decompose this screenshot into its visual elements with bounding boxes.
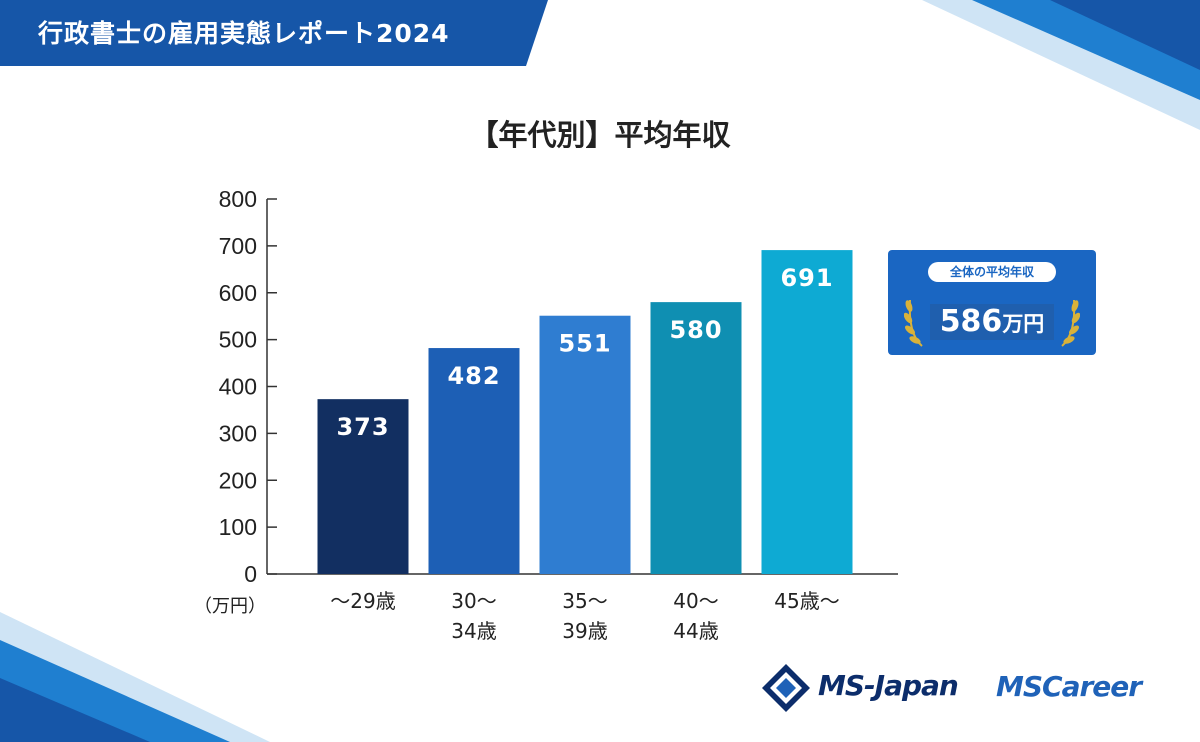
x-category-label: 35～ (562, 589, 607, 613)
x-category-label: 34歳 (451, 619, 496, 643)
laurel-right-icon (1061, 299, 1080, 347)
bar (428, 348, 520, 574)
y-tick-label: 200 (219, 467, 257, 493)
bar (761, 250, 853, 574)
bar-value-label: 373 (336, 413, 389, 441)
y-tick-label: 0 (244, 561, 257, 587)
y-tick-label: 400 (219, 374, 257, 400)
bar-value-label: 580 (669, 316, 722, 344)
bar (539, 315, 631, 574)
x-category-label: 40～ (673, 589, 718, 613)
x-category-label: ～29歳 (330, 589, 395, 613)
ms-career-logo: MSCareer (996, 670, 1142, 703)
bar (317, 399, 409, 574)
header-banner (0, 0, 548, 66)
x-category-label: 30～ (451, 589, 496, 613)
bar-value-label: 691 (780, 264, 833, 292)
y-tick-label: 500 (219, 327, 257, 353)
average-income-label: 全体の平均年収 (928, 262, 1056, 282)
average-income-value: 586万円 (930, 304, 1054, 340)
y-tick-label: 700 (219, 233, 257, 259)
x-category-label: 44歳 (673, 619, 718, 643)
bar-value-label: 551 (558, 330, 611, 358)
x-category-label: 39歳 (562, 619, 607, 643)
report-title: 行政書士の雇用実態レポート2024 (38, 19, 450, 48)
ms-japan-diamond-icon (762, 664, 810, 712)
chart-title: 【年代別】平均年収 (469, 118, 731, 152)
y-tick-label: 800 (219, 186, 257, 212)
ms-japan-logo: MS-Japan (760, 660, 980, 716)
y-axis-unit: （万円） (194, 596, 266, 617)
bar (650, 302, 742, 574)
laurel-left-icon (904, 299, 923, 347)
bar-value-label: 482 (447, 362, 500, 390)
y-tick-label: 600 (219, 280, 257, 306)
x-category-label: 45歳～ (774, 589, 839, 613)
average-income-card: 全体の平均年収 586万円 (888, 250, 1096, 355)
y-tick-label: 300 (219, 420, 257, 446)
y-tick-label: 100 (219, 514, 257, 540)
